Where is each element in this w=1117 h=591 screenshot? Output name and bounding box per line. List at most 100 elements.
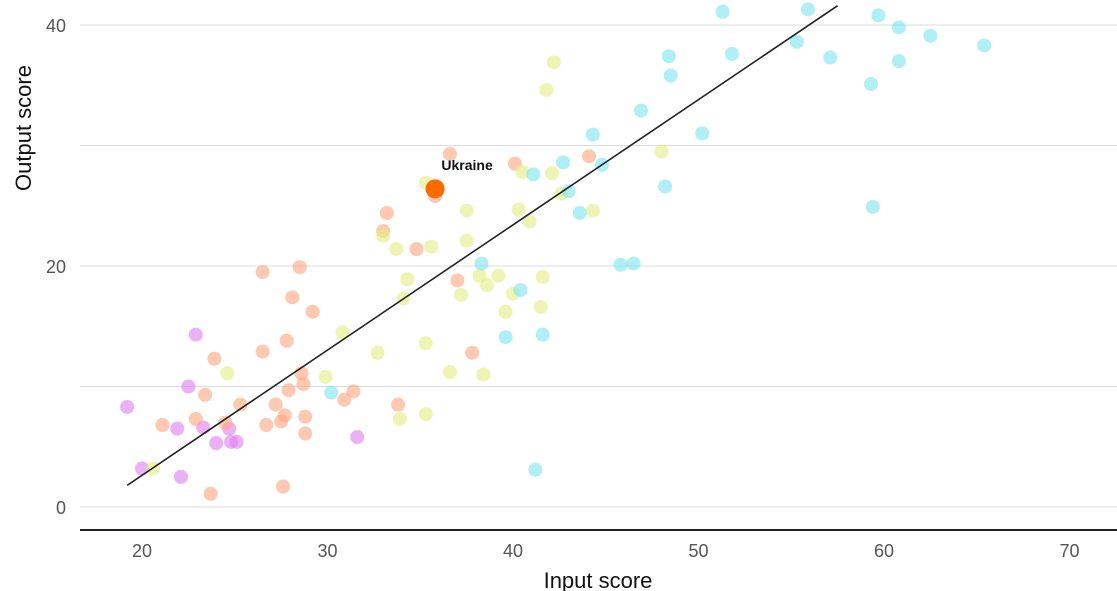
data-point-yellow bbox=[480, 278, 495, 293]
data-point-cyan bbox=[663, 68, 678, 83]
data-point-cyan bbox=[658, 179, 673, 194]
data-point-yellow bbox=[459, 203, 474, 218]
data-point-yellow bbox=[418, 336, 433, 351]
data-point-yellow bbox=[535, 269, 550, 284]
data-point-cyan bbox=[800, 2, 815, 17]
data-points bbox=[120, 2, 992, 501]
data-point-orange bbox=[203, 486, 218, 501]
data-point-cyan bbox=[865, 199, 880, 214]
y-tick-label: 40 bbox=[46, 16, 66, 36]
highlight-label: Ukraine bbox=[441, 157, 493, 173]
grid-lines bbox=[80, 24, 1117, 508]
data-point-purple bbox=[229, 434, 244, 449]
data-point-yellow bbox=[454, 287, 469, 302]
data-point-orange bbox=[198, 387, 213, 402]
data-point-orange bbox=[298, 409, 313, 424]
data-point-yellow bbox=[424, 239, 439, 254]
data-point-orange bbox=[255, 344, 270, 359]
data-point-cyan bbox=[871, 8, 886, 23]
data-point-yellow bbox=[476, 367, 491, 382]
data-point-purple bbox=[209, 436, 224, 451]
data-point-cyan bbox=[661, 49, 676, 64]
data-point-yellow bbox=[400, 272, 415, 287]
data-point-orange bbox=[259, 418, 274, 433]
data-point-cyan bbox=[715, 4, 730, 19]
data-point-cyan bbox=[561, 184, 576, 199]
data-point-cyan bbox=[977, 38, 992, 53]
data-point-cyan bbox=[891, 54, 906, 69]
data-point-yellow bbox=[459, 233, 474, 248]
data-point-orange bbox=[379, 205, 394, 220]
data-point-purple bbox=[188, 327, 203, 342]
x-tick-label: 50 bbox=[688, 541, 708, 561]
data-point-orange bbox=[582, 149, 597, 164]
data-point-yellow bbox=[335, 325, 350, 340]
data-point-orange bbox=[390, 397, 405, 412]
data-point-cyan bbox=[528, 462, 543, 477]
data-point-yellow bbox=[544, 166, 559, 181]
data-point-orange bbox=[218, 415, 233, 430]
y-tick-label: 0 bbox=[56, 498, 66, 518]
data-point-yellow bbox=[442, 365, 457, 380]
data-point-yellow bbox=[522, 214, 537, 229]
y-axis-title: Output score bbox=[11, 65, 36, 191]
data-point-orange bbox=[281, 383, 296, 398]
data-point-orange bbox=[277, 408, 292, 423]
data-point-cyan bbox=[695, 126, 710, 141]
data-point-yellow bbox=[318, 369, 333, 384]
data-point-orange bbox=[255, 265, 270, 280]
data-point-yellow bbox=[533, 299, 548, 314]
data-point-orange bbox=[188, 412, 203, 427]
y-tick-labels: 0 20 40 bbox=[46, 16, 66, 518]
data-point-orange bbox=[268, 397, 283, 412]
data-point-purple bbox=[120, 399, 135, 414]
data-point-yellow bbox=[585, 203, 600, 218]
highlight-point-ukraine bbox=[425, 179, 445, 199]
x-tick-label: 30 bbox=[317, 541, 337, 561]
data-point-cyan bbox=[526, 167, 541, 182]
data-point-cyan bbox=[891, 20, 906, 35]
x-tick-label: 20 bbox=[132, 541, 152, 561]
data-point-purple bbox=[181, 379, 196, 394]
data-point-yellow bbox=[376, 228, 391, 243]
data-point-purple bbox=[173, 469, 188, 484]
data-point-cyan bbox=[823, 50, 838, 65]
data-point-cyan bbox=[626, 256, 641, 271]
data-point-purple bbox=[135, 461, 149, 476]
data-point-cyan bbox=[572, 205, 587, 220]
data-point-yellow bbox=[389, 242, 404, 257]
data-point-orange bbox=[465, 345, 480, 360]
data-point-cyan bbox=[474, 256, 489, 271]
data-point-purple bbox=[350, 430, 365, 445]
trend-line bbox=[126, 5, 839, 486]
data-point-cyan bbox=[498, 330, 513, 345]
data-point-orange bbox=[233, 397, 248, 412]
data-point-yellow bbox=[220, 366, 235, 381]
data-point-orange bbox=[346, 384, 361, 399]
data-point-cyan bbox=[585, 127, 600, 142]
data-point-yellow bbox=[511, 202, 526, 217]
data-point-orange bbox=[155, 418, 170, 433]
y-tick-label: 20 bbox=[46, 257, 66, 277]
data-point-orange bbox=[450, 273, 465, 288]
data-point-cyan bbox=[324, 385, 339, 400]
data-point-purple bbox=[170, 421, 185, 436]
data-point-cyan bbox=[724, 46, 739, 61]
data-point-yellow bbox=[370, 345, 385, 360]
data-point-cyan bbox=[633, 103, 648, 118]
data-point-cyan bbox=[556, 155, 571, 170]
data-point-orange bbox=[305, 304, 320, 319]
x-axis-title: Input score bbox=[544, 568, 653, 591]
data-point-orange bbox=[279, 333, 294, 348]
data-point-orange bbox=[296, 377, 311, 392]
data-point-cyan bbox=[789, 34, 804, 49]
data-point-yellow bbox=[654, 144, 669, 159]
data-point-yellow bbox=[418, 407, 433, 422]
data-point-orange bbox=[409, 242, 424, 257]
x-tick-label: 60 bbox=[874, 541, 894, 561]
data-point-yellow bbox=[539, 83, 554, 98]
data-point-cyan bbox=[535, 327, 550, 342]
data-point-yellow bbox=[472, 268, 487, 283]
data-point-cyan bbox=[613, 257, 628, 272]
